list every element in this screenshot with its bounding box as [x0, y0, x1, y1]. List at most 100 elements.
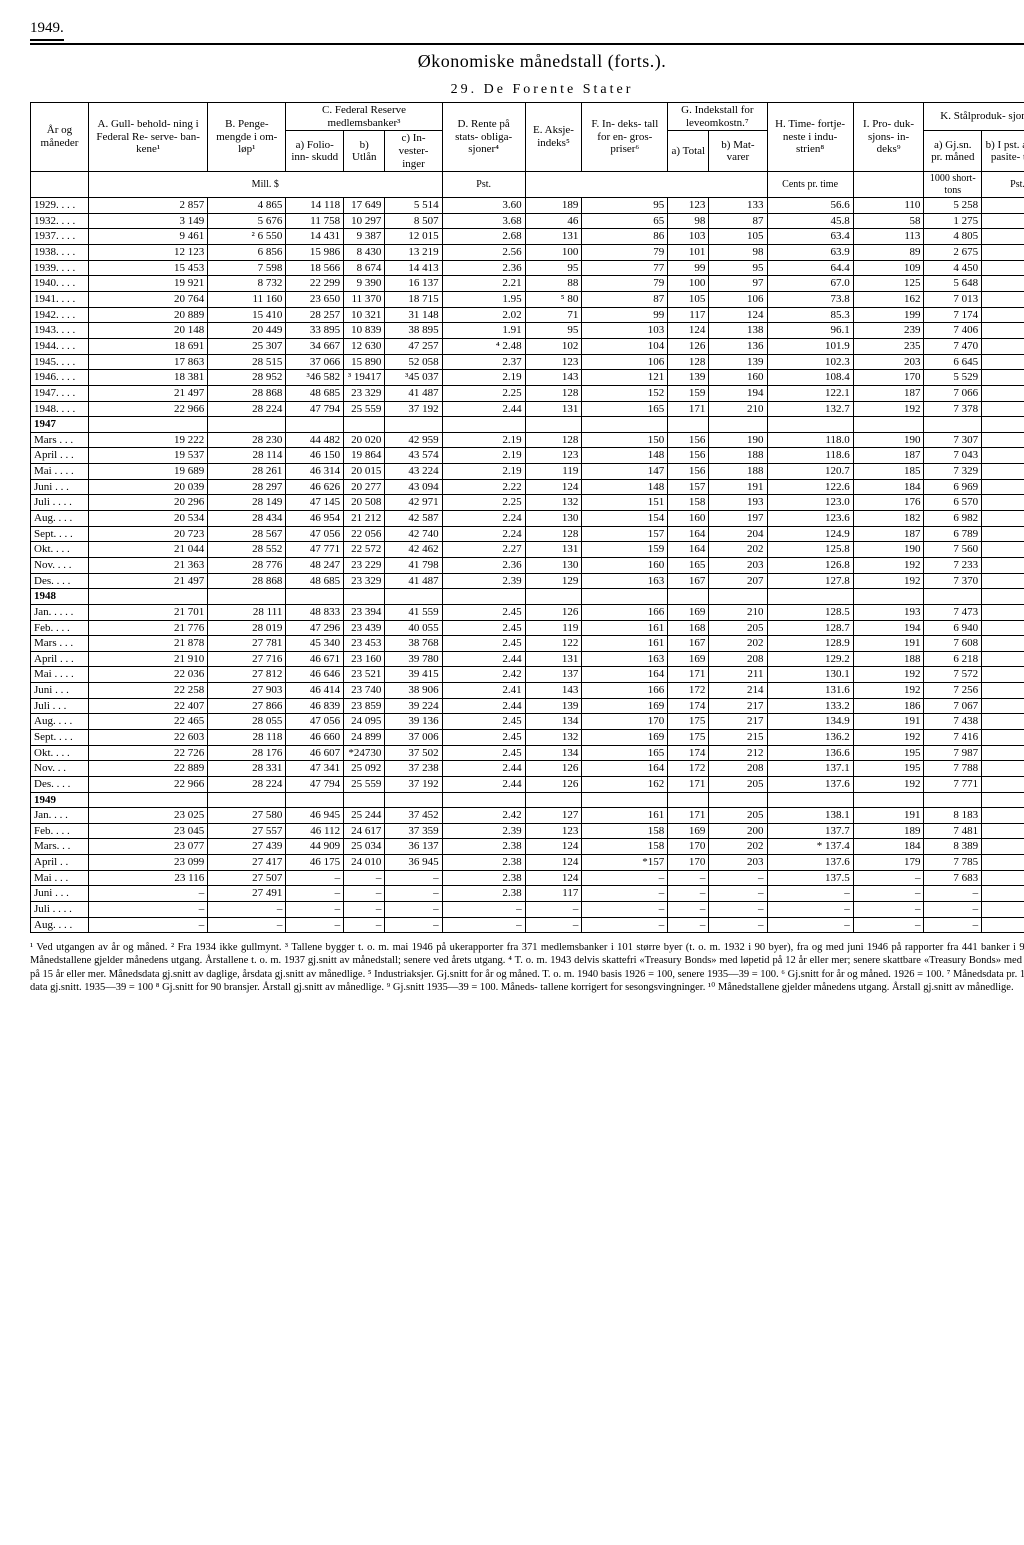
- cell: 156: [668, 464, 709, 480]
- cell: 95: [982, 464, 1024, 480]
- cell: 106: [582, 354, 668, 370]
- cell: 192: [853, 776, 924, 792]
- col-K: K. Stålproduk- sjonen: [924, 103, 1024, 131]
- cell: 214: [709, 683, 767, 699]
- cell: 37 238: [385, 761, 442, 777]
- cell: 169: [668, 651, 709, 667]
- cell: 28 261: [208, 464, 286, 480]
- cell: 123.0: [767, 495, 853, 511]
- row-label: 1946. . . .: [31, 370, 89, 386]
- cell: 2.39: [442, 573, 525, 589]
- table-row: Feb. . . .23 04527 55746 11224 61737 359…: [31, 823, 1024, 839]
- cell: 18 715: [385, 292, 442, 308]
- cell: 19 864: [344, 448, 385, 464]
- table-row: Juni . . .20 03928 29746 62620 27743 094…: [31, 479, 1024, 495]
- cell: 67.0: [767, 276, 853, 292]
- cell: –: [286, 902, 344, 918]
- cell: 137.5: [767, 870, 853, 886]
- cell: 163: [582, 651, 668, 667]
- cell: 94: [982, 448, 1024, 464]
- cell: –: [767, 917, 853, 933]
- cell: 133.2: [767, 698, 853, 714]
- cell: 98: [709, 245, 767, 261]
- cell: 19 921: [88, 276, 207, 292]
- cell: 143: [525, 683, 582, 699]
- cell: 27 580: [208, 808, 286, 824]
- cell: 137.7: [767, 823, 853, 839]
- cell: 137: [525, 667, 582, 683]
- cell: 134: [525, 745, 582, 761]
- cell: 38 895: [385, 323, 442, 339]
- cell: 27 903: [208, 683, 286, 699]
- cell: 128.9: [767, 636, 853, 652]
- row-label: Mars . . .: [31, 636, 89, 652]
- cell: 23 439: [344, 620, 385, 636]
- cell: 47 257: [385, 338, 442, 354]
- cell: 150: [582, 432, 668, 448]
- cell: 20 020: [344, 432, 385, 448]
- table-row: 1945. . . .17 86328 51537 06615 89052 05…: [31, 354, 1024, 370]
- cell: 217: [709, 698, 767, 714]
- cell: 25 034: [344, 839, 385, 855]
- cell: 21 212: [344, 511, 385, 527]
- cell: 39 136: [385, 714, 442, 730]
- cell: 3.68: [442, 213, 525, 229]
- cell: 129.2: [767, 651, 853, 667]
- cell: 101: [982, 761, 1024, 777]
- cell: 93: [982, 620, 1024, 636]
- cell: 86: [582, 229, 668, 245]
- cell: 39 780: [385, 651, 442, 667]
- cell: 94: [982, 870, 1024, 886]
- cell: 28 176: [208, 745, 286, 761]
- cell: 137.6: [767, 855, 853, 871]
- cell: 169: [668, 604, 709, 620]
- cell: 7 370: [924, 573, 982, 589]
- col-Kb: b) I pst. av ka- pasite- ten¹⁰: [982, 131, 1024, 172]
- row-label: 1947. . . .: [31, 385, 89, 401]
- cell: 20 277: [344, 479, 385, 495]
- cell: 110: [853, 198, 924, 214]
- row-label: 1939. . . .: [31, 260, 89, 276]
- col-Gb: b) Mat- varer: [709, 131, 767, 172]
- cell: 210: [709, 401, 767, 417]
- cell: 165: [582, 745, 668, 761]
- cell: 39 415: [385, 667, 442, 683]
- cell: ⁵ 80: [525, 292, 582, 308]
- cell: 117: [525, 886, 582, 902]
- cell: 28 868: [208, 385, 286, 401]
- cell: 131: [525, 229, 582, 245]
- cell: 24 617: [344, 823, 385, 839]
- cell: 72: [982, 229, 1024, 245]
- cell: 7 470: [924, 338, 982, 354]
- cell: –: [668, 917, 709, 933]
- cell: 124: [525, 479, 582, 495]
- cell: 2.19: [442, 464, 525, 480]
- cell: –: [385, 886, 442, 902]
- col-Ca: a) Folio- inn- skudd: [286, 131, 344, 172]
- cell: 94: [982, 401, 1024, 417]
- cell: 37 006: [385, 729, 442, 745]
- cell: 2.42: [442, 667, 525, 683]
- cell: 20 889: [88, 307, 207, 323]
- cell: 109: [853, 260, 924, 276]
- cell: 24 010: [344, 855, 385, 871]
- cell: 22 258: [88, 683, 207, 699]
- cell: ³46 582: [286, 370, 344, 386]
- cell: 106: [709, 292, 767, 308]
- cell: 2.68: [442, 229, 525, 245]
- cell: 6 940: [924, 620, 982, 636]
- table-row: Aug. . . .22 46528 05547 05624 09539 136…: [31, 714, 1024, 730]
- row-label: Jan. . . .: [31, 808, 89, 824]
- cell: 3 149: [88, 213, 207, 229]
- cell: 94: [982, 683, 1024, 699]
- cell: 6 856: [208, 245, 286, 261]
- cell: 11 370: [344, 292, 385, 308]
- cell: 65: [582, 213, 668, 229]
- cell: 2.02: [442, 307, 525, 323]
- cell: 7 174: [924, 307, 982, 323]
- cell: 24 899: [344, 729, 385, 745]
- table-row: Okt. . . .22 72628 17646 607*2473037 502…: [31, 745, 1024, 761]
- cell: 8 183: [924, 808, 982, 824]
- cell: 131: [525, 401, 582, 417]
- cell: 126.8: [767, 557, 853, 573]
